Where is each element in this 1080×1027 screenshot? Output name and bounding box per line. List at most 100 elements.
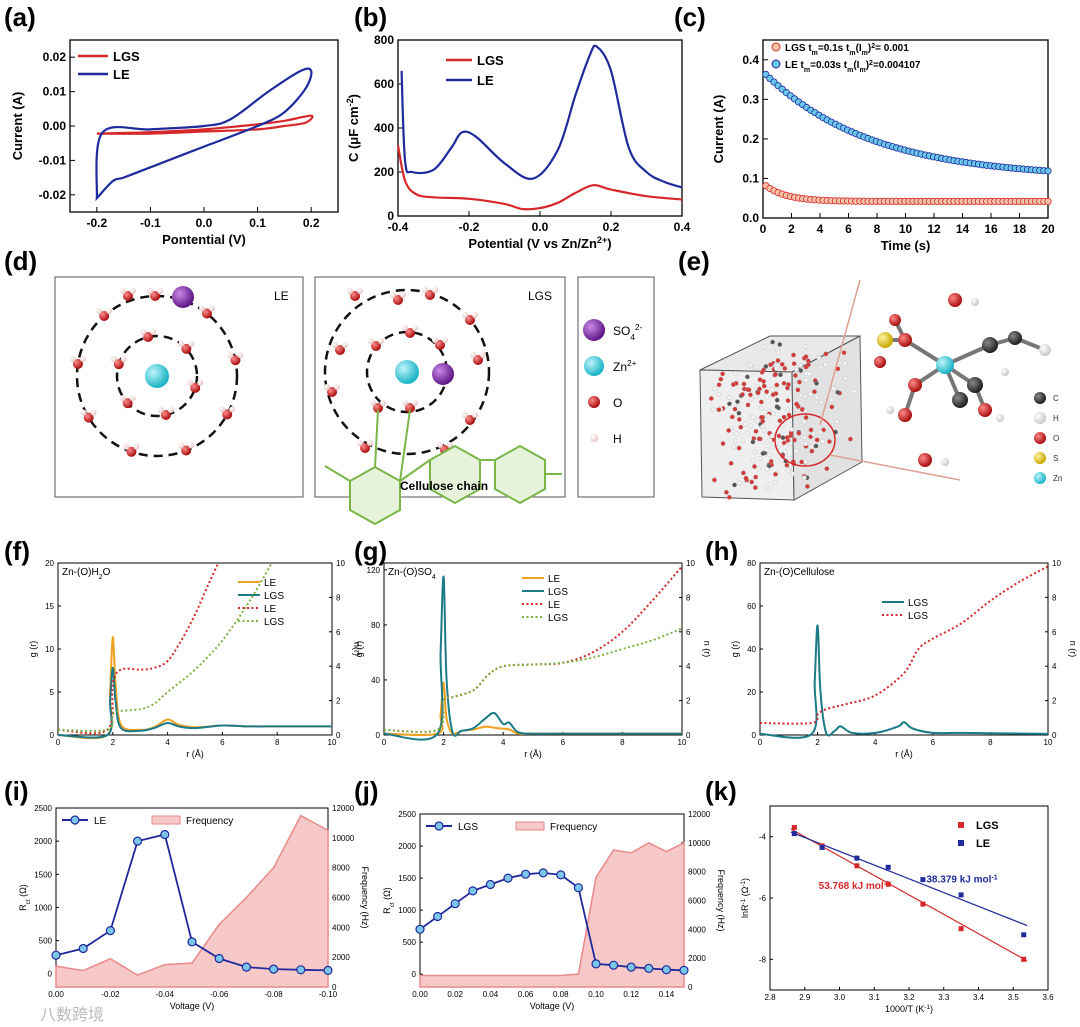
y-tick-label: 40	[747, 645, 756, 654]
md-atom	[819, 399, 824, 405]
x-axis-label: Potential (V vs Zn/Zn2+)	[468, 235, 611, 251]
md-atom	[801, 419, 807, 425]
rct-point	[105, 925, 116, 936]
x-tick-label: 12	[927, 222, 941, 236]
legend-label: LGS	[113, 49, 140, 64]
x-tick-label: 8	[988, 738, 993, 747]
water-oxygen	[113, 359, 124, 370]
md-atom	[788, 441, 793, 446]
y-tick-label: 15	[45, 602, 54, 611]
water-hydrogen	[432, 337, 438, 343]
watermark: 八数跨境	[40, 1005, 104, 1024]
plot-frame	[759, 562, 1049, 736]
x-tick-label: 4	[817, 222, 824, 236]
series-line-le	[400, 44, 683, 189]
sulfate-ion	[432, 363, 454, 385]
md-atom	[763, 364, 769, 369]
y-tick-label: 2500	[34, 804, 52, 813]
water-hydrogen	[422, 287, 428, 293]
md-atom	[757, 377, 763, 383]
md-atom	[808, 427, 814, 433]
water-oxygen	[222, 409, 233, 420]
water-hydrogen	[380, 400, 386, 406]
md-atom	[760, 424, 765, 429]
md-atom	[790, 471, 796, 477]
y2-axis-label: Frequency (Hz)	[716, 869, 726, 931]
y-axis-label: Rct (Ω)	[18, 884, 32, 911]
rct-point	[415, 924, 425, 934]
zn-ion	[145, 364, 169, 388]
panel-label-e: (e)	[678, 246, 710, 276]
x-tick-label: 3.6	[1042, 993, 1054, 1002]
md-atom	[835, 389, 841, 395]
md-atom	[805, 484, 810, 489]
y2-tick-label: 4	[686, 662, 691, 671]
md-atom	[749, 479, 755, 485]
md-atom	[712, 477, 717, 483]
md-atom	[716, 407, 722, 413]
water-oxygen	[230, 355, 241, 366]
legend-label: LGS	[548, 613, 568, 624]
cluster-atom	[898, 408, 912, 422]
md-atom	[798, 363, 803, 368]
series-line-le-dotted	[57, 562, 220, 735]
water-hydrogen	[402, 400, 408, 406]
cellulose-label: Cellulose chain	[400, 479, 488, 493]
md-atom	[763, 484, 769, 490]
x-tick-label: 4	[501, 738, 506, 747]
data-point-le	[885, 864, 891, 870]
x-axis-label: Time (s)	[881, 238, 931, 253]
md-atom	[737, 480, 742, 486]
y-tick-label: 10	[45, 645, 54, 654]
water-hydrogen	[370, 400, 376, 406]
series-line-lgs-dotted	[57, 562, 273, 732]
legend-label: LGS	[264, 591, 284, 602]
cluster-atom	[1001, 368, 1009, 376]
water-hydrogen	[472, 312, 478, 318]
water-oxygen	[160, 410, 171, 421]
rct-point	[51, 950, 61, 960]
inner-shell	[115, 334, 199, 418]
series-line-lgs-solid	[383, 575, 682, 741]
md-atom	[779, 361, 785, 367]
md-atom	[750, 439, 756, 445]
md-atom	[720, 371, 725, 377]
legend-label: LE	[548, 600, 561, 611]
water-hydrogen	[357, 440, 363, 446]
cluster-atom	[908, 378, 922, 392]
md-atom	[759, 414, 764, 420]
x-axis-label: r (Å)	[524, 749, 542, 759]
le-box	[54, 276, 304, 498]
water-oxygen	[405, 403, 415, 413]
water-hydrogen	[412, 400, 418, 406]
rct-point	[241, 962, 251, 972]
md-highlight-circle	[774, 413, 836, 467]
md-atom	[748, 423, 754, 429]
x-axis-label: r (Å)	[895, 749, 913, 759]
water-hydrogen	[332, 342, 338, 348]
md-atom	[729, 414, 735, 420]
x-tick-label: 2	[111, 738, 116, 747]
y2-tick-label: 2	[336, 697, 341, 706]
y-axis-label: Current (A)	[10, 92, 25, 161]
y2-tick-label: 6	[686, 628, 691, 637]
water-hydrogen	[400, 292, 406, 298]
y2-axis-label: n(r)	[352, 642, 362, 656]
md-atom	[720, 441, 726, 446]
md-atom	[728, 460, 734, 466]
cluster-atom	[971, 298, 979, 306]
water-hydrogen	[347, 288, 353, 294]
md-atom	[764, 439, 770, 445]
y2-tick-label: 8	[686, 593, 691, 602]
y-tick-label: 80	[747, 559, 756, 568]
rct-point	[468, 886, 478, 896]
md-atom	[731, 382, 736, 387]
water-oxygen	[126, 446, 137, 457]
water-hydrogen	[378, 338, 384, 344]
water-oxygen	[181, 343, 192, 354]
legend-swatch	[515, 821, 545, 831]
water-hydrogen	[480, 352, 486, 358]
y2-tick-label: 8000	[332, 864, 350, 873]
